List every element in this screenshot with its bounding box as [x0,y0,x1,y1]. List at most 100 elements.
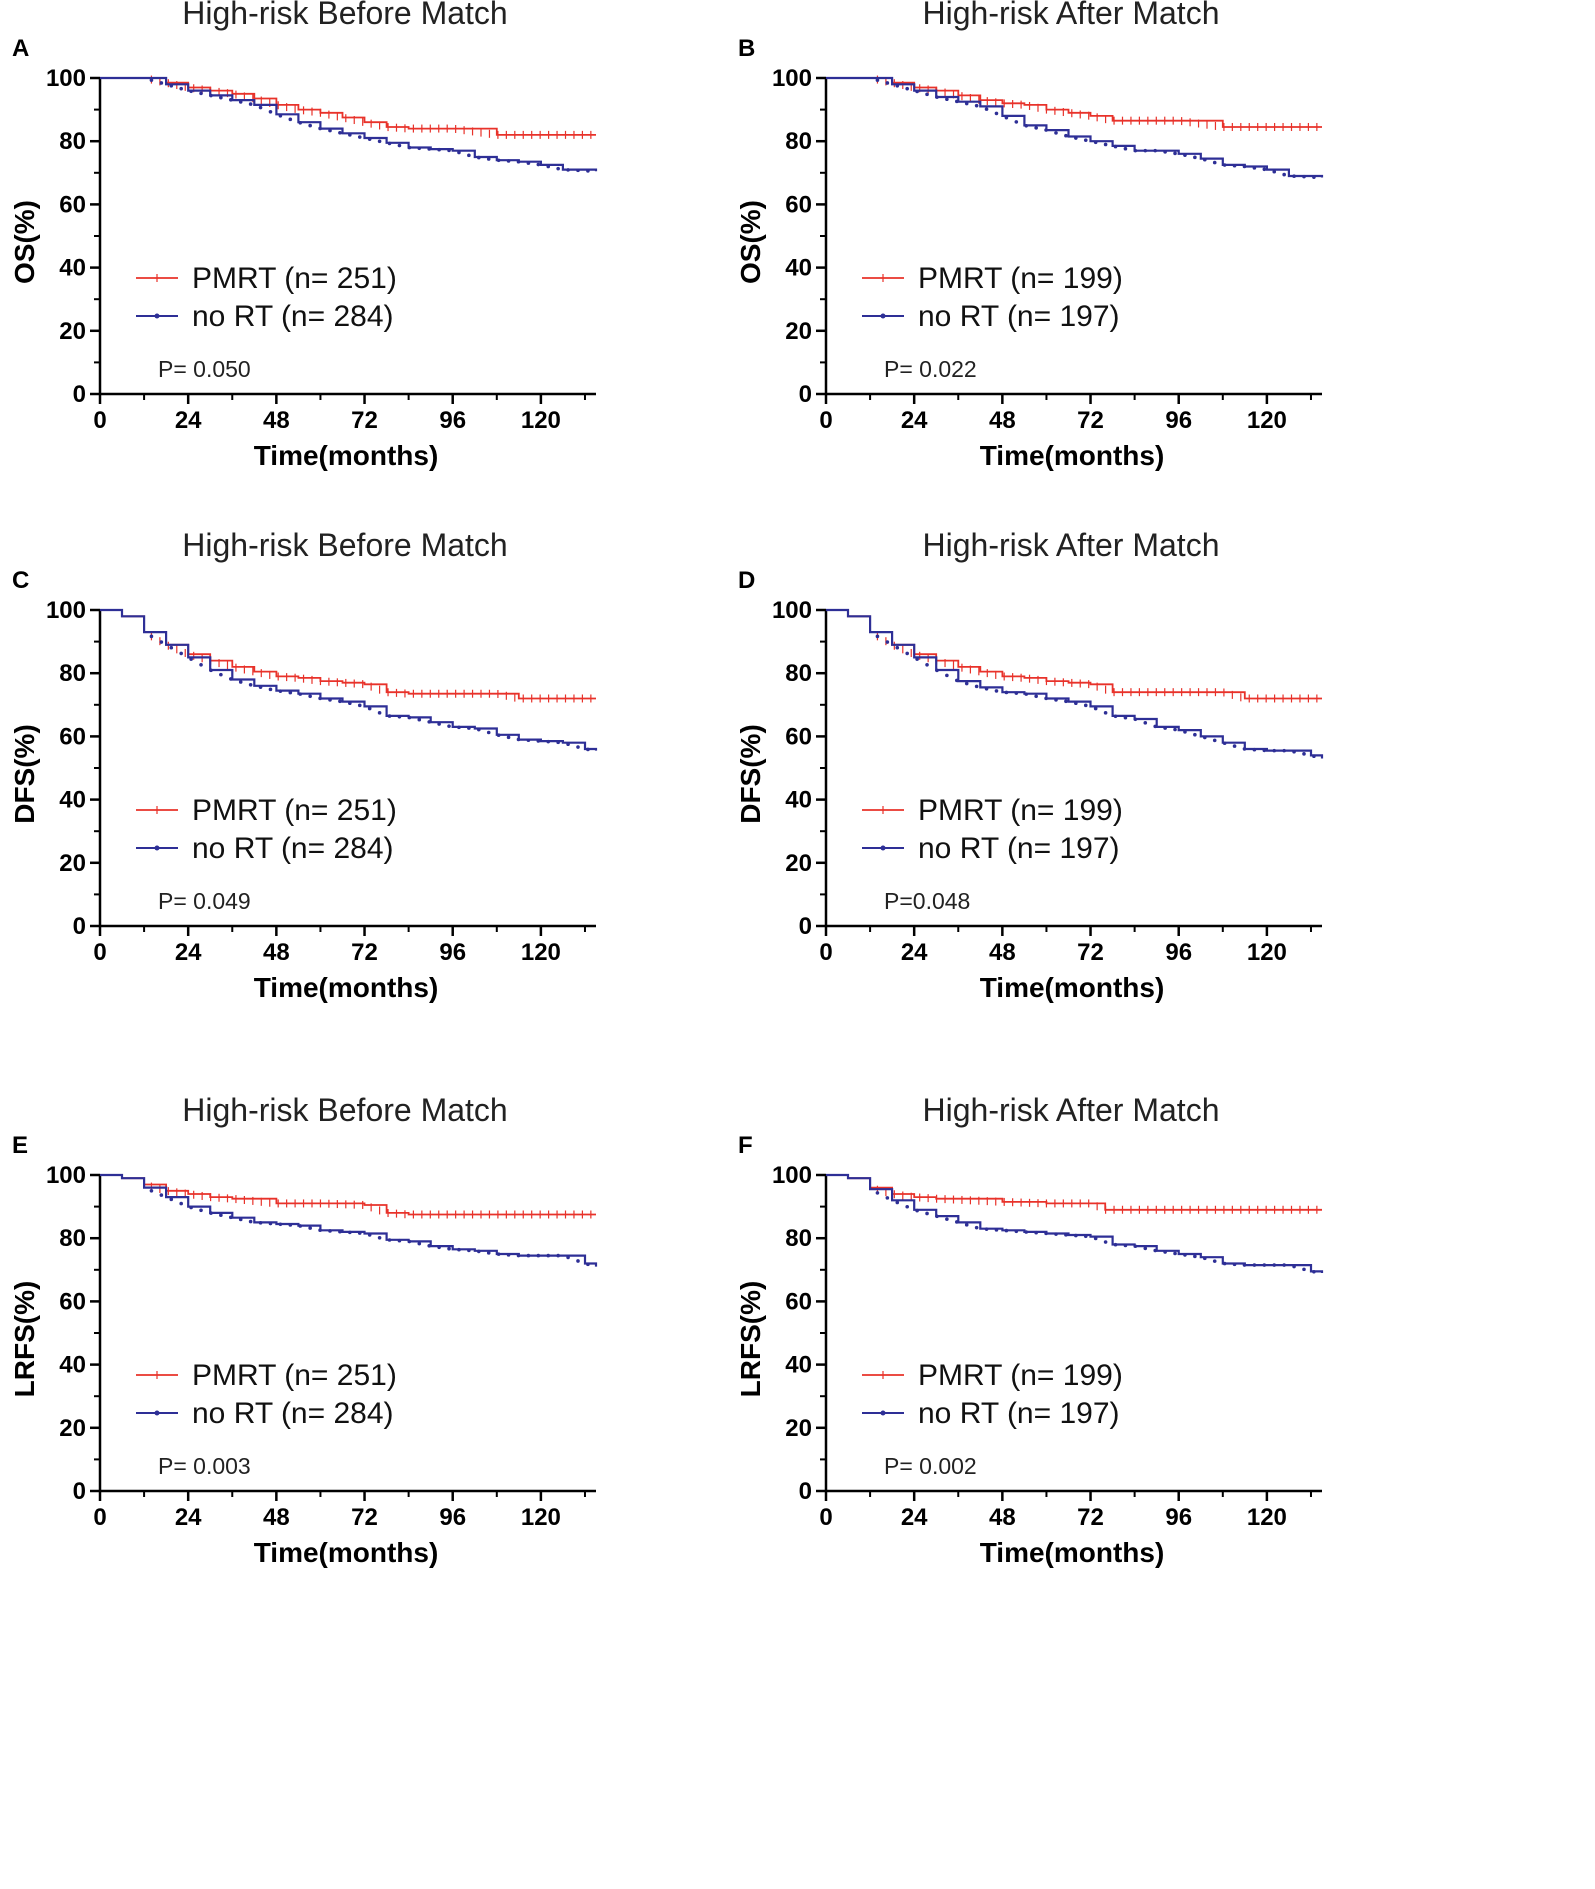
pmrt-survival-curve [100,77,596,136]
no-rt-survival-curve [100,76,598,172]
y-tick-label: 40 [785,1352,812,1379]
no-rt-censor-mark [1212,160,1217,165]
no-rt-survival-curve [100,608,598,751]
no-rt-censor-mark [1262,167,1267,172]
no-rt-censor-mark [1133,148,1138,153]
no-rt-censor-mark [457,150,461,155]
no-rt-censor-mark [189,89,193,94]
no-rt-censor-mark [1183,153,1187,157]
no-rt-censor-mark [149,1189,154,1193]
no-rt-censor-mark [387,714,392,718]
no-rt-censor-mark [1312,754,1316,759]
no-rt-censor-mark [348,133,352,137]
no-rt-censor-mark [516,159,521,164]
x-tick-label: 96 [439,939,466,966]
no-rt-censor-mark [1163,726,1167,730]
legend-label-pmrt: PMRT (n= 251) [192,794,397,827]
no-rt-censor-mark [935,1214,939,1219]
chart-title: High-risk Before Match [182,532,507,563]
no-rt-censor-mark [357,1231,362,1235]
no-rt-censor-mark [1083,703,1088,708]
no-rt-censor-mark [1004,115,1009,120]
no-rt-censor-mark [915,657,919,661]
no-rt-censor-mark [964,1223,969,1227]
no-rt-censor-mark [228,98,233,102]
no-rt-censor-mark [169,83,174,88]
x-tick-label: 96 [439,1504,466,1531]
no-rt-censor-mark [427,147,431,151]
no-rt-censor-mark [328,698,332,702]
y-tick-label: 0 [73,1478,86,1505]
no-rt-censor-mark [437,1245,441,1250]
legend-label-no-rt: no RT (n= 197) [918,1397,1120,1430]
legend-label-pmrt: PMRT (n= 251) [192,1359,397,1392]
no-rt-censor-mark [248,102,253,106]
no-rt-censor-mark [437,722,441,726]
no-rt-censor-mark [1153,148,1157,153]
no-rt-censor-mark [189,657,193,661]
y-tick-label: 100 [46,1162,86,1189]
panel-letter: B [738,35,755,62]
no-rt-censor-mark [278,113,283,118]
no-rt-censor-mark [338,699,342,704]
no-rt-censor-mark [1183,1253,1187,1257]
x-axis-label: Time(months) [980,1537,1165,1568]
no-rt-censor-mark [258,1221,263,1225]
no-rt-censor-mark [556,1253,560,1258]
no-rt-censor-mark [1252,747,1257,752]
no-rt-censor-mark [1034,126,1038,130]
no-rt-censor-mark [298,692,303,696]
no-rt-censor-mark [496,158,501,163]
legend-marker-no-rt [880,313,886,319]
no-rt-survival-curve [826,1173,1324,1273]
chart-title: High-risk After Match [923,1097,1220,1128]
y-tick-label: 40 [59,1352,86,1379]
no-rt-censor-mark [905,1204,909,1209]
no-rt-censor-mark [1282,1263,1286,1267]
no-rt-censor-mark [149,78,154,82]
no-rt-censor-mark [1054,1232,1058,1236]
no-rt-censor-mark [1193,155,1197,160]
y-tick-label: 100 [772,1162,812,1189]
no-rt-censor-mark [566,742,570,746]
no-rt-censor-mark [1143,1246,1148,1251]
no-rt-censor-mark [1173,727,1177,732]
no-rt-censor-mark [486,1251,491,1255]
no-rt-censor-mark [1282,748,1286,753]
no-rt-censor-mark [1222,1261,1227,1266]
no-rt-censor-mark [407,715,412,720]
x-tick-label: 48 [989,1504,1016,1531]
no-rt-censor-mark [199,662,203,667]
panel-letter: D [738,567,755,594]
no-rt-censor-mark [1302,752,1306,756]
no-rt-censor-mark [905,651,909,656]
no-rt-censor-mark [1064,133,1068,138]
no-rt-censor-mark [278,689,283,693]
y-tick-label: 0 [799,381,812,408]
chart-title: High-risk After Match [923,0,1220,31]
no-rt-censor-mark [1113,714,1118,719]
km-chart: High-risk Before Match A 0 20 40 60 80 100 0 24 48… [9,0,598,471]
no-rt-censor-mark [935,668,939,673]
no-rt-censor-mark [387,141,392,146]
no-rt-censor-mark [467,726,471,730]
panel-letter: E [12,1132,28,1159]
y-tick-label: 80 [785,1225,812,1252]
y-tick-label: 20 [59,1415,86,1442]
no-rt-censor-mark [875,1191,880,1195]
no-rt-censor-mark [994,1228,999,1232]
no-rt-censor-mark [964,681,969,686]
x-tick-label: 72 [1077,407,1104,434]
no-rt-censor-mark [506,159,511,163]
y-axis-label: OS(%) [9,200,40,284]
no-rt-censor-mark [1232,163,1237,168]
x-axis-label: Time(months) [980,972,1165,1003]
chart-title: High-risk After Match [923,532,1220,563]
y-tick-label: 20 [785,1415,812,1442]
y-tick-label: 0 [799,1478,812,1505]
no-rt-censor-mark [397,714,402,719]
panel-a: High-risk Before Match A 0 20 40 60 80 100 0 24 48… [0,0,760,600]
no-rt-censor-mark [526,161,531,165]
x-tick-label: 120 [1247,939,1287,966]
no-rt-censor-mark [268,110,273,114]
